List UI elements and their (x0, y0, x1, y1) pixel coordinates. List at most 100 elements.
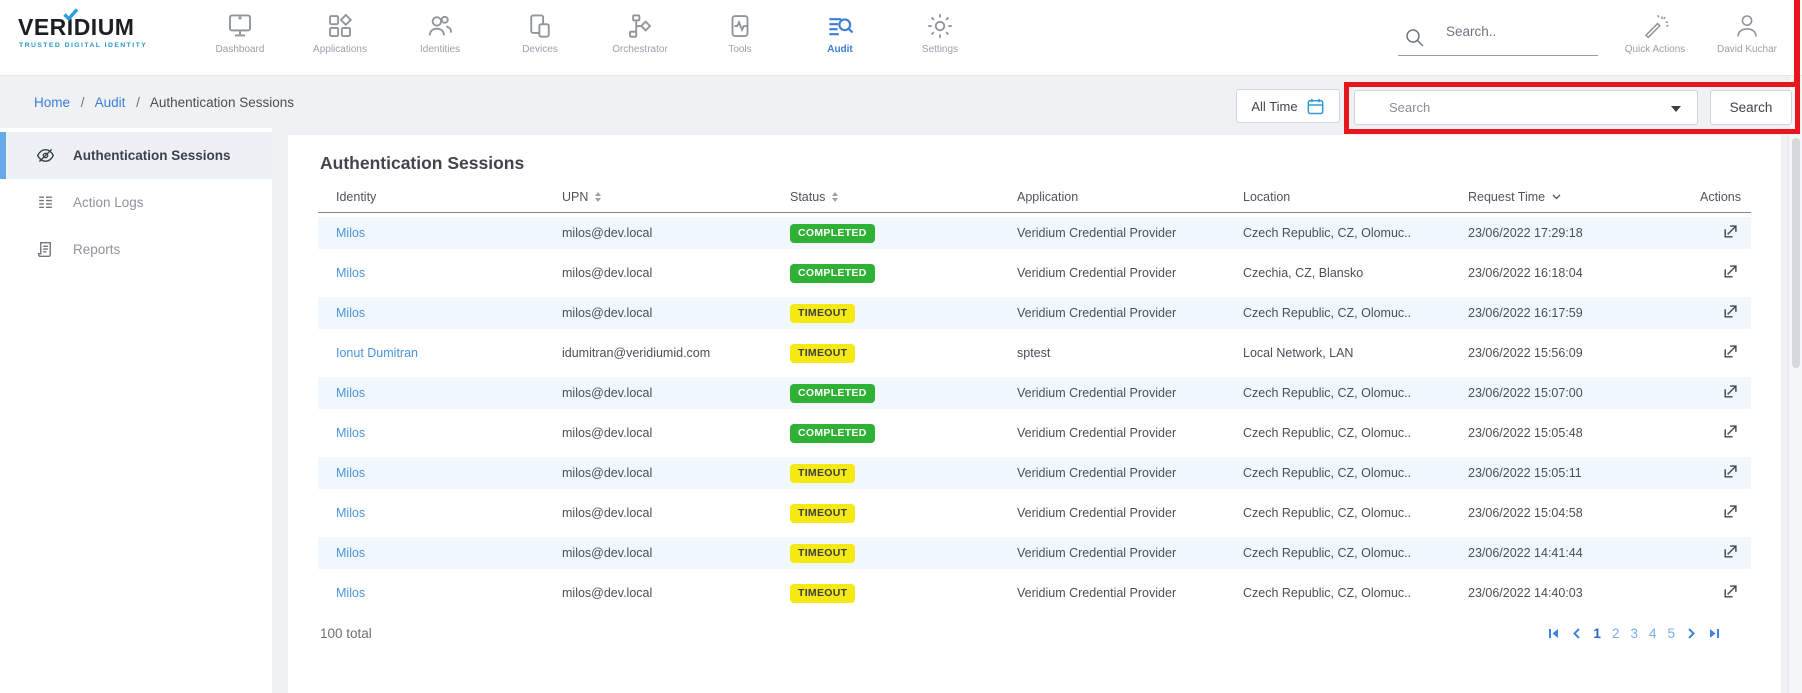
nav-item-applications[interactable]: Applications (290, 0, 390, 76)
chevron-left-icon (1571, 627, 1582, 640)
pagination-page-4[interactable]: 4 (1649, 626, 1657, 641)
search-filter-select[interactable]: Search (1354, 90, 1698, 125)
top-bar: VERI DIUM TRUSTED DIGITAL IDENTITY Dashb… (0, 0, 1802, 76)
identity-link[interactable]: Milos (336, 266, 365, 280)
open-session-button[interactable] (1718, 301, 1743, 325)
open-session-button[interactable] (1718, 261, 1743, 285)
status-badge: COMPLETED (790, 264, 875, 283)
pagination-page-3[interactable]: 3 (1630, 626, 1638, 641)
open-session-button[interactable] (1718, 461, 1743, 485)
breadcrumb: Home / Audit / Authentication Sessions (34, 95, 294, 110)
status-badge: TIMEOUT (790, 584, 855, 603)
nav-label: Audit (790, 44, 890, 55)
nav-item-devices[interactable]: Devices (490, 0, 590, 76)
sidebar-item-authentication-sessions[interactable]: Authentication Sessions (0, 132, 272, 179)
identity-link[interactable]: Milos (336, 306, 365, 320)
nav-item-dashboard[interactable]: Dashboard (190, 0, 290, 76)
identity-link[interactable]: Milos (336, 546, 365, 560)
page-title: Authentication Sessions (320, 153, 1751, 174)
application-cell: Veridium Credential Provider (999, 226, 1225, 240)
nav-label: Dashboard (190, 44, 290, 55)
column-header-label: Request Time (1468, 190, 1545, 204)
open-session-icon (1722, 223, 1739, 240)
pagination-page-5[interactable]: 5 (1667, 626, 1675, 641)
tools-icon (725, 11, 755, 41)
chevron-down-icon (1671, 106, 1681, 112)
identity-link[interactable]: Milos (336, 386, 365, 400)
identity-link[interactable]: Ionut Dumitran (336, 346, 418, 360)
settings-icon (925, 11, 955, 41)
open-session-icon (1722, 503, 1739, 520)
request-time-cell: 23/06/2022 16:18:04 (1450, 266, 1660, 280)
user-menu[interactable]: David Kuchar (1692, 12, 1802, 55)
identity-link[interactable]: Milos (336, 426, 365, 440)
pagination-page-1[interactable]: 1 (1593, 626, 1601, 641)
actions-cell (1660, 341, 1751, 365)
veridium-logo[interactable]: VERI DIUM TRUSTED DIGITAL IDENTITY (18, 16, 147, 49)
identity-cell: Milos (318, 226, 544, 240)
nav-item-tools[interactable]: Tools (690, 0, 790, 76)
pagination-first-button[interactable] (1547, 627, 1560, 640)
location-cell: Czech Republic, CZ, Olomuc.. (1225, 546, 1450, 560)
identity-link[interactable]: Milos (336, 506, 365, 520)
open-session-button[interactable] (1718, 381, 1743, 405)
dashboard-icon (225, 11, 255, 41)
auth-sessions-icon (36, 146, 55, 165)
column-header-status[interactable]: Status (772, 190, 999, 204)
nav-label: Settings (890, 44, 990, 55)
identity-cell: Milos (318, 306, 544, 320)
nav-item-identities[interactable]: Identities (390, 0, 490, 76)
status-cell: COMPLETED (772, 264, 999, 283)
global-search-input[interactable] (1446, 24, 1594, 39)
open-session-button[interactable] (1718, 341, 1743, 365)
location-cell: Czech Republic, CZ, Olomuc.. (1225, 306, 1450, 320)
sidebar-item-action-logs[interactable]: Action Logs (0, 179, 272, 226)
status-cell: COMPLETED (772, 224, 999, 243)
identity-cell: Milos (318, 466, 544, 480)
identity-link[interactable]: Milos (336, 586, 365, 600)
scrollbar-thumb[interactable] (1792, 138, 1800, 368)
time-range-label: All Time (1251, 99, 1297, 114)
column-header-identity: Identity (318, 190, 544, 204)
upn-cell: milos@dev.local (544, 586, 772, 600)
open-session-button[interactable] (1718, 541, 1743, 565)
status-cell: TIMEOUT (772, 304, 999, 323)
column-header-request-time[interactable]: Request Time (1450, 190, 1660, 204)
pagination: 12345 (1547, 626, 1721, 641)
nav-item-settings[interactable]: Settings (890, 0, 990, 76)
nav-item-orchestrator[interactable]: Orchestrator (590, 0, 690, 76)
open-session-icon (1722, 263, 1739, 280)
status-cell: COMPLETED (772, 424, 999, 443)
sidebar-item-reports[interactable]: Reports (0, 226, 272, 273)
identity-link[interactable]: Milos (336, 226, 365, 240)
search-button[interactable]: Search (1710, 90, 1792, 125)
status-badge: TIMEOUT (790, 464, 855, 483)
status-badge: TIMEOUT (790, 304, 855, 323)
column-header-label: Actions (1700, 190, 1741, 204)
open-session-button[interactable] (1718, 421, 1743, 445)
pagination-pages: 12345 (1593, 626, 1675, 641)
column-header-upn[interactable]: UPN (544, 190, 772, 204)
pagination-next-button[interactable] (1686, 627, 1697, 640)
open-session-button[interactable] (1718, 221, 1743, 245)
applications-icon (325, 11, 355, 41)
breadcrumb-home[interactable]: Home (34, 95, 70, 110)
identity-link[interactable]: Milos (336, 466, 365, 480)
open-session-button[interactable] (1718, 501, 1743, 525)
upn-cell: milos@dev.local (544, 426, 772, 440)
devices-icon (525, 11, 555, 41)
time-range-button[interactable]: All Time (1236, 89, 1340, 123)
pagination-last-button[interactable] (1708, 627, 1721, 640)
table-row: Milosmilos@dev.localCOMPLETEDVeridium Cr… (318, 253, 1751, 293)
identity-cell: Milos (318, 386, 544, 400)
user-name-label: David Kuchar (1692, 44, 1802, 55)
open-session-button[interactable] (1718, 581, 1743, 605)
pagination-prev-button[interactable] (1571, 627, 1582, 640)
pagination-page-2[interactable]: 2 (1612, 626, 1620, 641)
nav-item-audit[interactable]: Audit (790, 0, 890, 76)
status-cell: TIMEOUT (772, 584, 999, 603)
location-cell: Czech Republic, CZ, Olomuc.. (1225, 466, 1450, 480)
table-footer: 100 total 12345 (318, 626, 1751, 641)
application-cell: Veridium Credential Provider (999, 586, 1225, 600)
breadcrumb-audit[interactable]: Audit (95, 95, 126, 110)
